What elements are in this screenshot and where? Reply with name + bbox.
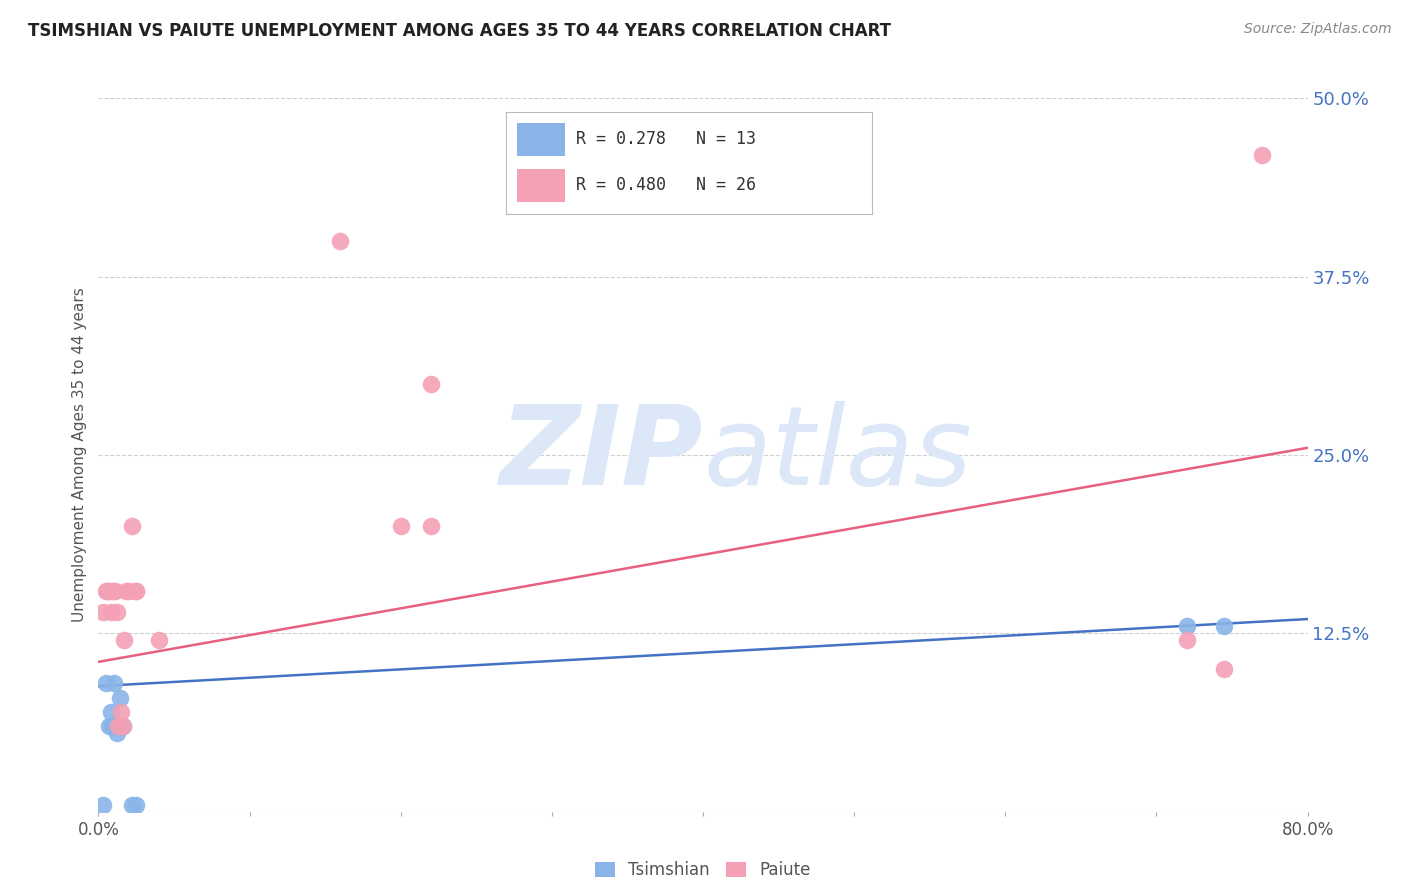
Text: atlas: atlas bbox=[703, 401, 972, 508]
Point bbox=[114, 583, 136, 598]
Point bbox=[112, 633, 135, 648]
Text: TSIMSHIAN VS PAIUTE UNEMPLOYMENT AMONG AGES 35 TO 44 YEARS CORRELATION CHART: TSIMSHIAN VS PAIUTE UNEMPLOYMENT AMONG A… bbox=[28, 22, 891, 40]
Point bbox=[1213, 662, 1236, 676]
Point bbox=[121, 519, 143, 533]
Point bbox=[1175, 619, 1198, 633]
Point bbox=[94, 583, 117, 598]
Point bbox=[420, 376, 443, 391]
Text: R = 0.278   N = 13: R = 0.278 N = 13 bbox=[575, 130, 755, 148]
Point bbox=[118, 583, 141, 598]
Point bbox=[101, 719, 124, 733]
Point bbox=[420, 519, 443, 533]
Point bbox=[121, 797, 143, 812]
Point bbox=[111, 719, 134, 733]
Bar bbox=[517, 123, 565, 155]
Point bbox=[104, 583, 127, 598]
Point bbox=[101, 583, 124, 598]
Legend: Tsimshian, Paiute: Tsimshian, Paiute bbox=[588, 855, 818, 886]
Point bbox=[107, 719, 129, 733]
Point bbox=[98, 719, 121, 733]
Point bbox=[91, 797, 114, 812]
Text: Source: ZipAtlas.com: Source: ZipAtlas.com bbox=[1244, 22, 1392, 37]
Point bbox=[96, 583, 118, 598]
Point bbox=[148, 633, 170, 648]
Point bbox=[1251, 148, 1274, 162]
Point bbox=[110, 705, 132, 719]
Y-axis label: Unemployment Among Ages 35 to 44 years: Unemployment Among Ages 35 to 44 years bbox=[72, 287, 87, 623]
Point bbox=[100, 705, 122, 719]
Point bbox=[125, 797, 148, 812]
Text: R = 0.480   N = 26: R = 0.480 N = 26 bbox=[575, 177, 755, 194]
Point bbox=[105, 726, 128, 740]
Point bbox=[98, 583, 121, 598]
Point bbox=[91, 605, 114, 619]
Point bbox=[1213, 619, 1236, 633]
Point bbox=[100, 605, 122, 619]
Point bbox=[94, 676, 117, 690]
Bar bbox=[517, 169, 565, 202]
Point bbox=[103, 676, 125, 690]
Text: ZIP: ZIP bbox=[499, 401, 703, 508]
Point bbox=[111, 719, 134, 733]
Point bbox=[389, 519, 412, 533]
Point bbox=[329, 234, 352, 248]
Point bbox=[125, 583, 148, 598]
Point bbox=[103, 583, 125, 598]
Point bbox=[105, 605, 128, 619]
Point bbox=[1175, 633, 1198, 648]
Point bbox=[108, 690, 131, 705]
Point bbox=[125, 583, 148, 598]
